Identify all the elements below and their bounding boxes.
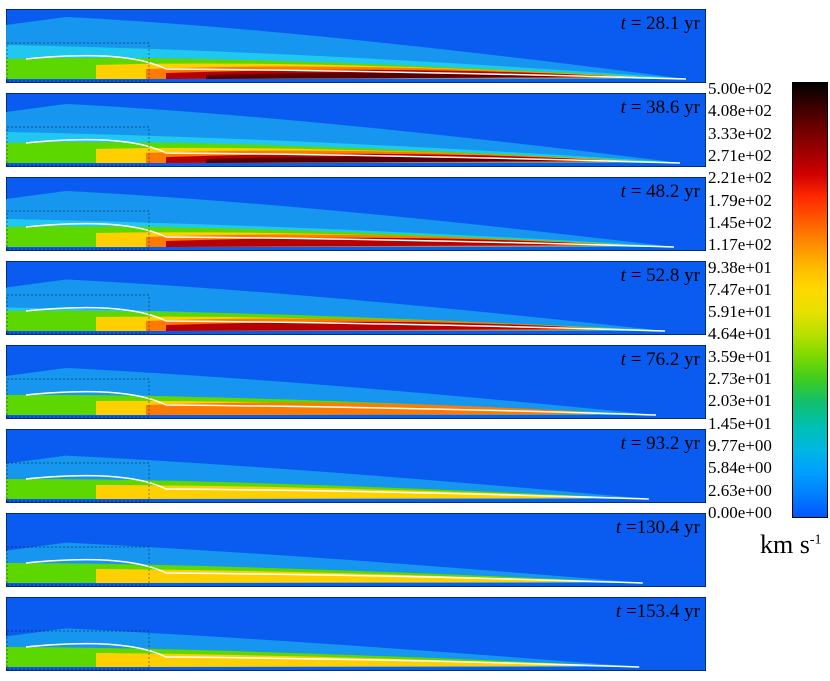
frame-panel-2 [6,93,706,167]
colorbar-tick-label: 1.45e+02 [708,212,772,232]
colorbar-tick-label: 3.33e+02 [708,123,772,143]
frame-panel-1 [6,9,706,83]
time-label-1: t = 28.1 yr [621,13,700,35]
colorbar-tick-label: 2.03e+01 [708,391,772,411]
colorbar-tick-label: 1.45e+01 [708,413,772,433]
time-symbol: t [620,349,626,370]
time-value: = 52.8 yr [625,265,700,286]
time-label-5: t = 76.2 yr [621,349,700,371]
time-symbol: t [620,97,626,118]
colorbar-tick-label: 2.73e+01 [708,369,772,389]
time-symbol: t [615,601,622,622]
colorbar-tick-label: 1.79e+02 [708,190,772,210]
colorbar-tick-label: 9.77e+00 [708,436,772,456]
frame-panel-8 [6,597,706,671]
frame-panel-6 [6,429,706,503]
time-symbol: t [620,433,626,454]
frame-panel-7 [6,513,706,587]
frame-panel-5 [6,345,706,419]
time-value: = 28.1 yr [625,13,700,34]
time-label-7: t =130.4 yr [616,517,700,539]
time-value: =130.4 yr [621,517,700,538]
frame-panel-4 [6,261,706,335]
colorbar-tick-label: 2.71e+02 [708,145,772,165]
colorbar-tick-label: 7.47e+01 [708,279,772,299]
time-label-6: t = 93.2 yr [621,433,700,455]
colorbar-unit: km s-1 [760,530,822,560]
time-symbol: t [620,181,626,202]
time-value: =153.4 yr [621,601,700,622]
time-value: = 76.2 yr [625,349,700,370]
time-label-8: t =153.4 yr [616,601,700,623]
colorbar-tick-label: 5.00e+02 [708,79,772,98]
colorbar-tick-label: 2.63e+00 [708,480,772,500]
unit-main: km s [760,530,810,559]
time-label-2: t = 38.6 yr [621,97,700,119]
colorbar-tick-label: 9.38e+01 [708,257,772,277]
frame-panel-3 [6,177,706,251]
unit-exponent: -1 [809,532,822,548]
time-label-3: t = 48.2 yr [621,181,700,203]
time-symbol: t [615,517,622,538]
colorbar-tick-label: 3.59e+01 [708,346,772,366]
time-value: = 48.2 yr [625,181,700,202]
colorbar-tick-label: 4.08e+02 [708,101,772,121]
colorbar-tick-label: 2.21e+02 [708,168,772,188]
colorbar-tick-label: 4.64e+01 [708,324,772,344]
time-label-4: t = 52.8 yr [621,265,700,287]
colorbar-tick-label: 5.84e+00 [708,458,772,478]
time-value: = 93.2 yr [625,433,700,454]
time-symbol: t [620,265,626,286]
colorbar-tick-label: 0.00e+00 [708,503,772,522]
time-symbol: t [620,13,626,34]
colorbar [792,82,828,518]
colorbar-tick-label: 5.91e+01 [708,302,772,322]
time-value: = 38.6 yr [625,97,700,118]
colorbar-tick-label: 1.17e+02 [708,235,772,255]
